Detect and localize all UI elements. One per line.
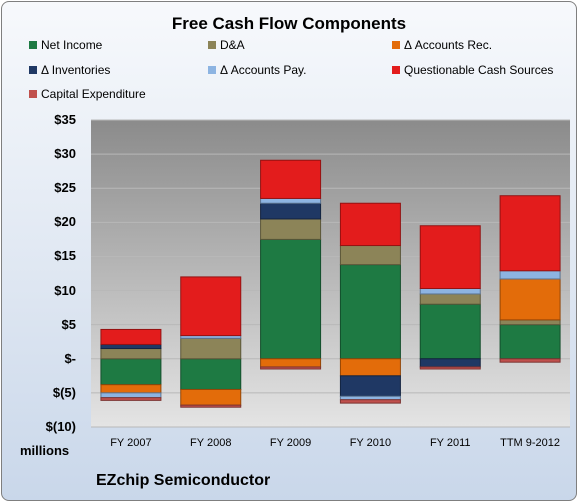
legend-accounts-pay: Δ Accounts Pay. — [208, 63, 307, 77]
bar-segment — [100, 397, 162, 401]
legend-swatch — [392, 66, 400, 74]
x-tick-label: FY 2011 — [429, 437, 471, 449]
bar-segment — [260, 202, 322, 220]
bar-segment — [260, 197, 322, 204]
y-tick-label: $- — [64, 350, 76, 366]
bar-segment — [100, 348, 162, 360]
legend-swatch — [29, 90, 37, 98]
bar-segment — [339, 264, 401, 360]
y-tick-label: $10 — [54, 282, 76, 298]
bar-segment — [339, 358, 401, 377]
x-tick-label: FY 2008 — [190, 437, 232, 449]
bar-segment — [100, 384, 162, 394]
bar-segment — [260, 218, 322, 240]
legend-label: Questionable Cash Sources — [404, 63, 554, 77]
legend-label: Δ Inventories — [41, 63, 111, 77]
y-tick-label: $30 — [54, 146, 76, 162]
bar-segment — [180, 358, 242, 390]
bar-segment — [100, 343, 162, 350]
legend-label: Capital Expenditure — [41, 87, 146, 101]
bar-segment — [339, 245, 401, 266]
bar-segment — [419, 303, 481, 360]
y-tick-label: $(5) — [52, 384, 76, 400]
bar-segment — [180, 337, 242, 360]
bar-segment — [499, 358, 561, 363]
y-tick-label: $35 — [54, 112, 76, 127]
bar-segment — [419, 366, 481, 370]
plot-area — [91, 120, 570, 427]
legend-label: Δ Accounts Rec. — [404, 38, 493, 52]
bar-segment — [339, 375, 401, 397]
bar-segment — [499, 195, 561, 272]
bar-segment — [419, 225, 481, 290]
bar-segment — [100, 358, 162, 386]
legend-swatch — [392, 41, 400, 49]
y-tick-label: $25 — [54, 180, 76, 196]
y-tick-label: $20 — [54, 214, 76, 230]
legend-swatch — [208, 41, 216, 49]
bar-segment — [100, 392, 162, 399]
legend-swatch — [29, 66, 37, 74]
legend-swatch — [29, 41, 37, 49]
bar-segment — [100, 328, 162, 345]
x-tick-label: TTM 9-2012 — [500, 437, 561, 449]
legend-questionable-cash: Questionable Cash Sources — [392, 63, 553, 77]
bar-segment — [260, 358, 322, 368]
bar-segment — [339, 399, 401, 404]
legend-capex: Capital Expenditure — [29, 87, 146, 101]
legend-inventories: Δ Inventories — [29, 63, 110, 77]
bar-segment — [260, 238, 322, 360]
bar-segment — [419, 293, 481, 305]
chart-title: Free Cash Flow Components — [171, 14, 407, 33]
bar-segment — [419, 288, 481, 295]
bar-segment — [499, 270, 561, 280]
legend-swatch — [208, 66, 216, 74]
units-label: millions — [20, 443, 70, 458]
bar-segment — [419, 358, 481, 368]
bar-segment — [339, 202, 401, 247]
x-tick-label: FY 2009 — [269, 437, 312, 449]
bar-segment — [260, 366, 322, 370]
legend-label: Net Income — [41, 38, 103, 52]
bar-segment — [499, 324, 561, 360]
y-tick-label: $5 — [61, 316, 76, 332]
legend-label: Δ Accounts Pay. — [220, 63, 307, 77]
bar-segment — [339, 395, 401, 401]
bar-segment — [499, 319, 561, 326]
bar-segment — [180, 276, 242, 337]
bar-segment — [499, 278, 561, 321]
legend-da: D&A — [208, 38, 245, 52]
bar-segment — [180, 388, 242, 406]
bar-segment — [180, 404, 242, 408]
legend-accounts-rec: Δ Accounts Rec. — [392, 38, 492, 52]
x-tick-label: FY 2007 — [110, 437, 152, 449]
legend-label: D&A — [220, 38, 245, 52]
legend-net-income: Net Income — [29, 38, 102, 52]
y-tick-label: $15 — [54, 248, 76, 264]
bar-segment — [260, 159, 322, 199]
x-tick-label: FY 2010 — [349, 437, 392, 449]
y-tick-label: $(10) — [45, 419, 76, 434]
company-name: EZchip Semiconductor — [96, 472, 271, 489]
